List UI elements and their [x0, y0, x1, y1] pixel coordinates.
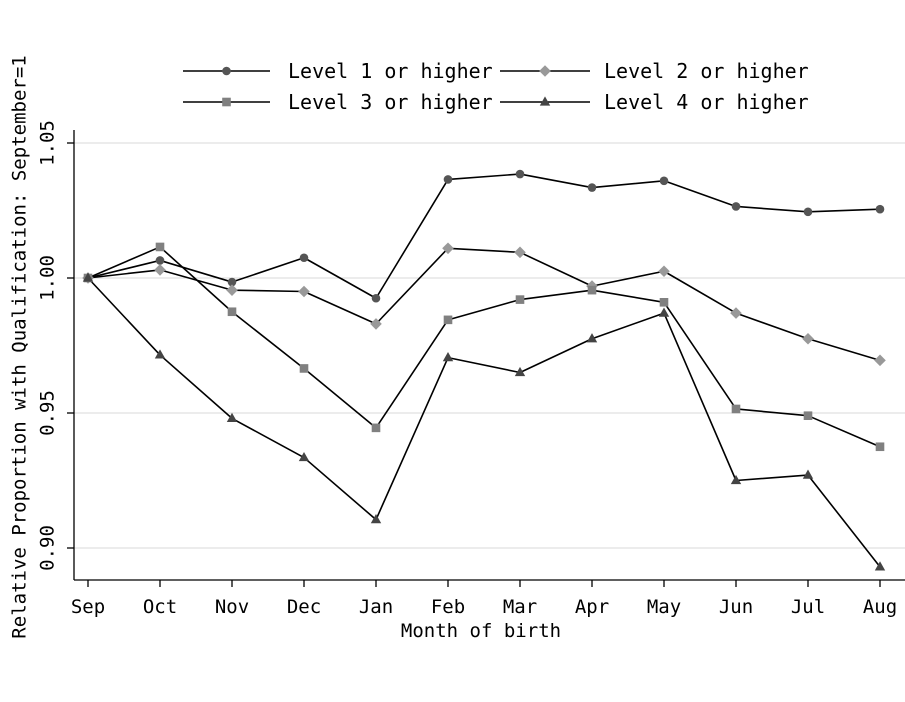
axes [73, 130, 905, 581]
data-point [155, 242, 165, 252]
data-point [875, 204, 885, 214]
data-point [730, 307, 742, 319]
data-point [299, 364, 309, 373]
series-line [87, 277, 881, 568]
data-point [154, 349, 166, 359]
y-tick-label: 1.05 [37, 120, 59, 166]
legend: Level 1 or higher Level 2 or higher Level … [183, 59, 809, 114]
data-point [587, 183, 597, 192]
data-point [371, 293, 381, 303]
data-point [658, 265, 670, 278]
series-markers [82, 169, 886, 571]
data-point [82, 272, 94, 282]
data-point [515, 169, 525, 179]
data-point [299, 253, 309, 263]
y-tick-label: 0.90 [37, 525, 59, 571]
legend-label: Level 4 or higher [604, 90, 809, 114]
x-tick-label: Mar [503, 596, 537, 618]
data-point [874, 561, 886, 571]
data-point [442, 242, 454, 255]
data-point [514, 246, 526, 259]
gridlines [74, 142, 905, 549]
legend-marker [222, 97, 231, 107]
x-tick-label: Jan [359, 596, 393, 618]
x-tick-label: Jul [791, 596, 825, 618]
data-point [586, 333, 598, 343]
data-point [731, 202, 741, 211]
data-point [155, 256, 165, 265]
legend-label: Level 3 or higher [288, 90, 493, 114]
x-tick-label: Sep [71, 596, 105, 618]
y-axis-title: Relative Proportion with Qualification: … [9, 55, 31, 638]
data-point [227, 277, 237, 287]
data-point [802, 469, 814, 479]
data-point [803, 411, 813, 420]
y-tick-label: 1.00 [37, 255, 59, 301]
data-point [370, 514, 382, 524]
series-line [87, 247, 881, 362]
series-line [87, 173, 881, 300]
data-point [227, 307, 237, 317]
ticks: 0.90 0.95 1.00 1.05 Sep Oct Nov Dec Jan Feb Mar Apr… [37, 120, 898, 618]
data-point [731, 404, 741, 414]
data-point [515, 295, 525, 304]
legend-label: Level 1 or higher [288, 59, 493, 83]
data-point [443, 175, 453, 184]
x-tick-label: Dec [287, 596, 321, 618]
data-point [298, 451, 310, 462]
series-lines [87, 173, 881, 568]
data-point [371, 423, 381, 433]
data-point [442, 352, 454, 362]
x-tick-label: Nov [215, 596, 249, 618]
data-point [226, 284, 238, 296]
legend-marker [539, 65, 551, 77]
x-axis-title: Month of birth [401, 620, 561, 642]
data-point [154, 264, 166, 276]
x-tick-label: Apr [575, 596, 609, 618]
data-point [659, 298, 669, 307]
legend-marker [539, 96, 551, 106]
data-point [298, 285, 310, 298]
y-tick-label: 0.95 [37, 390, 59, 436]
data-point [370, 318, 382, 330]
data-point [802, 332, 814, 345]
data-point [587, 285, 597, 295]
data-point [730, 474, 742, 485]
x-tick-label: Jun [719, 596, 753, 618]
series-line [87, 246, 881, 448]
x-tick-label: Feb [431, 596, 465, 618]
x-tick-label: May [647, 596, 681, 618]
legend-marker [222, 66, 231, 76]
data-point [443, 315, 453, 325]
data-point [514, 366, 526, 377]
data-point [875, 442, 885, 452]
data-point [659, 176, 669, 186]
data-point [226, 412, 238, 422]
data-point [803, 207, 813, 217]
x-tick-label: Oct [143, 596, 177, 618]
data-point [658, 307, 670, 317]
data-point [874, 354, 886, 367]
x-tick-label: Aug [863, 596, 897, 618]
legend-label: Level 2 or higher [604, 59, 809, 83]
